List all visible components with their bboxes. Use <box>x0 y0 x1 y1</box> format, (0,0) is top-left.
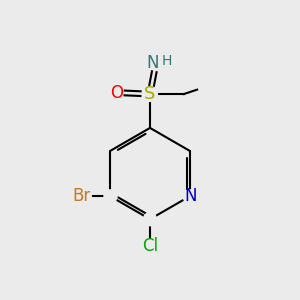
Text: S: S <box>144 85 156 103</box>
Text: N: N <box>147 54 159 72</box>
Text: O: O <box>110 84 123 102</box>
Circle shape <box>110 86 123 99</box>
Text: Cl: Cl <box>142 237 158 255</box>
Circle shape <box>183 190 196 203</box>
Text: Br: Br <box>72 188 90 206</box>
Circle shape <box>142 87 158 101</box>
Text: N: N <box>185 188 197 206</box>
Circle shape <box>149 57 162 70</box>
Text: H: H <box>162 54 172 68</box>
Circle shape <box>143 213 157 226</box>
Circle shape <box>104 190 117 203</box>
